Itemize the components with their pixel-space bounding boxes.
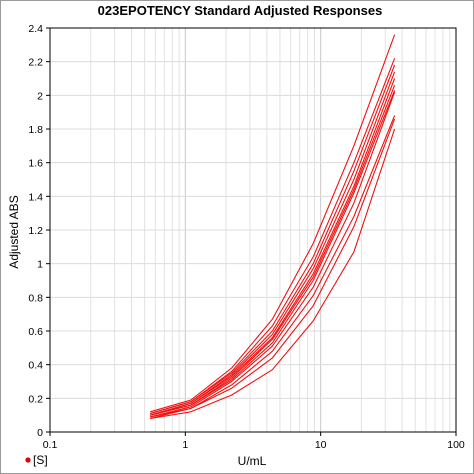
y-tick-label: 0.6 bbox=[28, 326, 43, 338]
series-line-4 bbox=[150, 71, 396, 416]
series-line-10 bbox=[150, 118, 396, 420]
y-tick-label: 0.2 bbox=[28, 393, 43, 405]
series-line-3 bbox=[150, 64, 396, 415]
y-tick-label: 2.2 bbox=[28, 57, 43, 69]
y-tick-label: 1.4 bbox=[28, 191, 43, 203]
chart-title: 023EPOTENCY Standard Adjusted Responses bbox=[98, 3, 383, 18]
y-tick-label: 2 bbox=[37, 90, 43, 102]
y-tick-label: 1.6 bbox=[28, 158, 43, 170]
y-axis-label: Adjusted ABS bbox=[7, 195, 21, 268]
legend-marker-dot bbox=[25, 457, 31, 463]
y-tick-label: 0 bbox=[37, 427, 43, 439]
x-tick-label: 0.1 bbox=[43, 439, 58, 451]
series-line-11 bbox=[150, 128, 396, 420]
y-tick-label: 1 bbox=[37, 259, 43, 271]
series-line-5 bbox=[150, 78, 396, 416]
y-tick-label: 0.4 bbox=[28, 360, 43, 372]
series-line-2 bbox=[150, 58, 396, 415]
x-tick-label: 10 bbox=[315, 439, 327, 451]
legend-label: [S] bbox=[33, 453, 48, 467]
x-tick-label: 100 bbox=[447, 439, 465, 451]
y-tick-label: 0.8 bbox=[28, 292, 43, 304]
series-line-8 bbox=[150, 91, 396, 418]
legend[interactable]: [S] bbox=[25, 453, 48, 467]
y-tick-label: 1.8 bbox=[28, 124, 43, 136]
series-line-7 bbox=[150, 90, 396, 416]
axis-ticks: 0.1 1 10 100 0 0.2 0.4 0.6 0.8 1 1.2 1.4 1.6 1.8 2 2.2 2… bbox=[28, 23, 465, 451]
series-line-1 bbox=[150, 34, 396, 413]
chart-grid bbox=[49, 27, 457, 433]
x-tick-label: 1 bbox=[182, 439, 188, 451]
y-tick-label: 1.2 bbox=[28, 225, 43, 237]
series-layer bbox=[150, 34, 396, 420]
x-axis-label: U/mL bbox=[238, 454, 267, 468]
y-tick-label: 2.4 bbox=[28, 23, 43, 35]
